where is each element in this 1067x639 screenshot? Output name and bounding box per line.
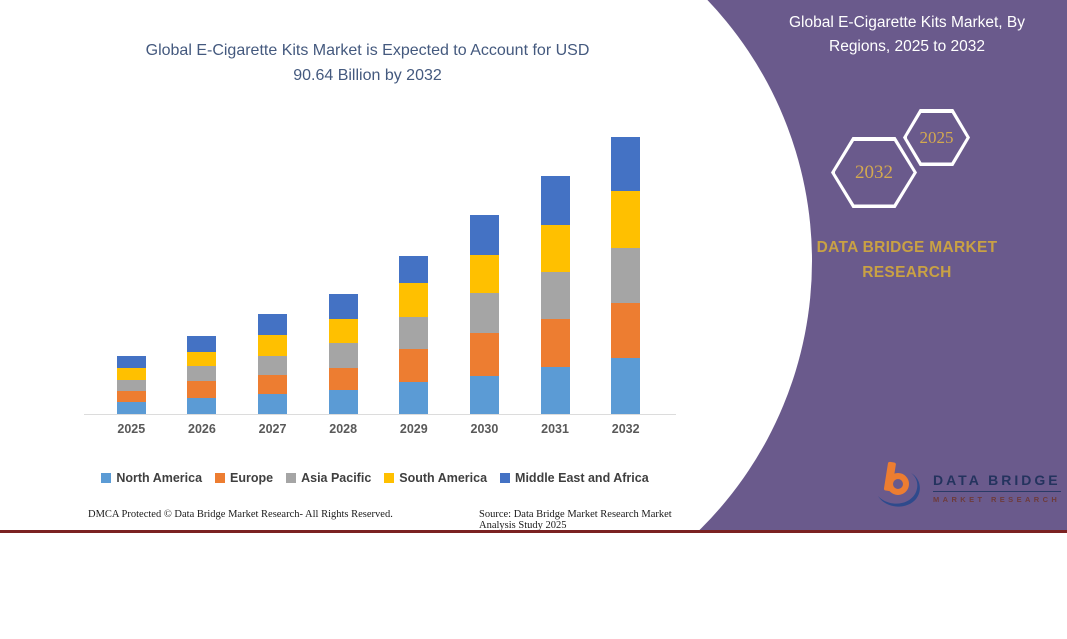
bar-segment-2026 <box>187 352 217 367</box>
x-axis-label: 2029 <box>399 422 428 436</box>
legend-swatch <box>500 473 511 483</box>
x-axis-label: 2031 <box>541 422 569 436</box>
x-axis-label: 2025 <box>117 422 146 436</box>
bar-segment-2031 <box>540 271 570 319</box>
bar-segment-2031 <box>540 225 570 272</box>
bar-segment-2030 <box>469 254 499 294</box>
bar-segment-2028 <box>328 367 358 390</box>
bar-segment-2030 <box>469 215 499 255</box>
bar-segment-2030 <box>469 333 499 377</box>
chart-title-line1: Global E-Cigarette Kits Market is Expect… <box>145 42 590 59</box>
bar-segment-2032 <box>611 302 641 359</box>
x-axis-labels: 2025 2026 2027 2028 2029 2030 2031 2032 <box>96 422 661 436</box>
bar-segment-2028 <box>328 343 358 368</box>
bar-segment-2029 <box>399 317 429 350</box>
bar-segment-2028 <box>328 318 358 344</box>
bar-segment-2030 <box>469 293 499 334</box>
bar-segment-2029 <box>399 349 429 382</box>
logo-wordmark: DATA BRIDGE <box>933 472 1061 492</box>
bar-segment-2025 <box>116 391 146 403</box>
legend-label: Asia Pacific <box>301 471 372 485</box>
bar-segment-2026 <box>187 381 217 399</box>
bar-segment-2031 <box>540 366 570 414</box>
chart-title-line2: 90.64 Billion by 2032 <box>293 66 442 84</box>
legend-label: Middle East and Africa <box>515 471 649 485</box>
x-axis-label: 2030 <box>470 422 499 436</box>
hexagon-2025: 2025 <box>903 109 970 166</box>
bar-segment-2030 <box>469 376 499 414</box>
bar-2027 <box>258 314 288 414</box>
legend-swatch <box>101 473 112 483</box>
legend-item: Europe <box>215 471 273 485</box>
legend-label: Europe <box>230 471 274 485</box>
bar-2031 <box>540 176 570 414</box>
legend-item: South America <box>384 471 487 485</box>
bar-segment-2026 <box>187 366 217 382</box>
bar-segment-2032 <box>611 190 641 248</box>
bar-segment-2025 <box>116 379 146 392</box>
chart-section: Global E-Cigarette Kits Market is Expect… <box>84 39 676 531</box>
bar-segment-2029 <box>399 256 429 284</box>
legend-swatch <box>286 473 297 483</box>
logo-text-block: DATA BRIDGE MARKET RESEARCH <box>933 472 1061 504</box>
bar-segment-2031 <box>540 318 570 367</box>
x-axis-label: 2027 <box>258 422 287 436</box>
bar-segment-2028 <box>328 389 358 414</box>
bar-segment-2027 <box>258 394 288 414</box>
bar-2030 <box>469 215 499 414</box>
legend-swatch <box>384 473 395 483</box>
legend-swatch <box>215 473 226 483</box>
bar-segment-2027 <box>258 335 288 356</box>
bar-segment-2032 <box>611 247 641 303</box>
legend-item: North America <box>101 471 202 485</box>
bar-segment-2027 <box>258 375 288 395</box>
chart-title: Global E-Cigarette Kits Market is Expect… <box>95 39 640 89</box>
hexagon-2032: 2032 <box>831 137 917 208</box>
data-bridge-logo: DATA BRIDGE MARKET RESEARCH <box>874 461 1061 514</box>
legend-item: Middle East and Africa <box>500 471 649 485</box>
bar-segment-2027 <box>258 314 288 336</box>
logo-tagline: MARKET RESEARCH <box>933 494 1061 504</box>
x-axis-label: 2032 <box>611 422 640 436</box>
plot-area <box>96 124 661 414</box>
hexagon-year-end: 2032 <box>855 161 893 183</box>
bar-2029 <box>399 256 429 414</box>
brand-line1: DATA BRIDGE MARKET <box>816 239 998 256</box>
bar-segment-2025 <box>116 367 146 380</box>
bar-segment-2026 <box>187 336 217 353</box>
logo-icon <box>874 461 924 514</box>
bar-segment-2029 <box>399 283 429 318</box>
bar-segment-2029 <box>399 381 429 414</box>
legend-item: Asia Pacific <box>286 471 371 485</box>
bar-segment-2032 <box>611 358 641 414</box>
bar-2032 <box>611 137 641 414</box>
x-axis-label: 2028 <box>329 422 358 436</box>
chart-legend: North America Europe Asia Pacific South Ame… <box>85 471 665 485</box>
x-axis-label: 2026 <box>188 422 216 436</box>
bar-segment-2026 <box>187 398 217 414</box>
hexagon-fill <box>834 140 914 205</box>
bottom-accent-line <box>0 530 1067 533</box>
panel-title: Global E-Cigarette Kits Market, By Regio… <box>761 11 1053 59</box>
x-axis-line <box>84 414 676 415</box>
dmca-notice: DMCA Protected © Data Bridge Market Rese… <box>88 509 393 520</box>
bar-segment-2032 <box>611 137 641 191</box>
panel-title-line2: Regions, 2025 to 2032 <box>829 38 985 56</box>
source-note: Source: Data Bridge Market Research Mark… <box>479 509 672 531</box>
bar-segment-2027 <box>258 355 288 376</box>
legend-label: North America <box>116 471 203 485</box>
bar-segment-2028 <box>328 294 358 319</box>
bar-2025 <box>116 355 146 414</box>
brand-name: DATA BRIDGE MARKET RESEARCH <box>777 236 1037 286</box>
side-panel: Global E-Cigarette Kits Market, By Regio… <box>761 11 1061 514</box>
bar-segment-2031 <box>540 176 570 226</box>
hexagon-year-start: 2025 <box>919 127 954 147</box>
bar-segment-2025 <box>116 402 146 414</box>
legend-label: South America <box>399 471 488 485</box>
bar-2028 <box>328 294 358 414</box>
panel-title-line1: Global E-Cigarette Kits Market, By <box>788 14 1026 31</box>
bar-segment-2025 <box>116 355 146 368</box>
bar-2026 <box>187 336 217 414</box>
brand-line2: RESEARCH <box>862 263 952 281</box>
